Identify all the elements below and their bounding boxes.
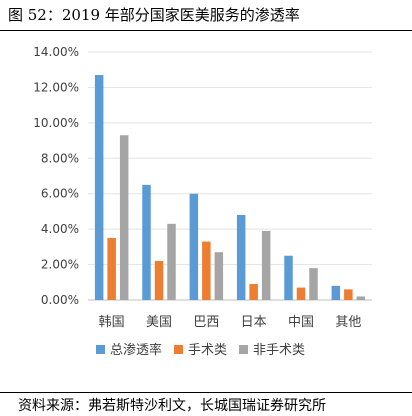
- y-tick-label: 14.00%: [33, 45, 79, 59]
- bar-2-1: [107, 238, 116, 300]
- bar-1-3: [189, 193, 199, 300]
- bar-3-4: [261, 230, 271, 300]
- x-axis-labels: 韩国 美国 巴西 日本 中国 其他: [99, 315, 362, 330]
- legend-swatch: [174, 345, 184, 354]
- gridlines: [88, 51, 372, 301]
- x-category-label: 韩国: [99, 315, 125, 330]
- bar-2-6: [344, 289, 353, 300]
- legend-label: 手术类: [188, 343, 227, 358]
- figure-title: 图 52：2019 年部分国家医美服务的渗透率: [8, 6, 300, 24]
- legend-label: 总渗透率: [110, 342, 162, 358]
- bar-3-1: [119, 135, 129, 300]
- x-category-label: 美国: [146, 315, 172, 330]
- bar-1-4: [236, 214, 246, 300]
- bar-1-5: [284, 255, 293, 300]
- x-category-label: 中国: [288, 315, 314, 330]
- x-category-label: 巴西: [193, 315, 219, 330]
- bar-3-3: [214, 252, 224, 300]
- bars: [94, 75, 366, 301]
- legend: 总渗透率 手术类 非手术类: [96, 342, 305, 358]
- x-category-label: 其他: [335, 315, 361, 330]
- legend-label: 非手术类: [253, 343, 305, 358]
- x-category-label: 日本: [241, 315, 267, 330]
- y-axis-ticks: 0.00% 2.00% 4.00% 6.00% 8.00% 10.00% 12.00% 14.…: [33, 45, 79, 307]
- bar-2-5: [296, 287, 306, 300]
- y-tick-label: 0.00%: [41, 293, 79, 307]
- y-tick-label: 12.00%: [33, 80, 79, 94]
- bottom-rule: [0, 392, 412, 393]
- legend-swatch: [239, 345, 249, 354]
- source-note: 资料来源：弗若斯特沙利文，长城国瑞证券研究所: [18, 398, 326, 414]
- bar-1-2: [142, 184, 151, 300]
- bar-1-1: [94, 75, 104, 301]
- bar-2-3: [202, 241, 211, 300]
- bar-3-5: [309, 268, 318, 300]
- legend-swatch: [96, 345, 105, 354]
- top-rule: [0, 30, 412, 31]
- bar-3-6: [356, 296, 366, 300]
- y-tick-label: 8.00%: [41, 151, 79, 165]
- y-tick-label: 6.00%: [41, 187, 79, 201]
- y-tick-label: 10.00%: [33, 116, 79, 130]
- y-tick-label: 2.00%: [41, 258, 79, 272]
- y-tick-label: 4.00%: [41, 222, 79, 236]
- bar-2-2: [154, 261, 164, 300]
- bar-3-2: [167, 223, 176, 300]
- bar-2-4: [249, 284, 258, 300]
- bar-1-6: [331, 285, 341, 300]
